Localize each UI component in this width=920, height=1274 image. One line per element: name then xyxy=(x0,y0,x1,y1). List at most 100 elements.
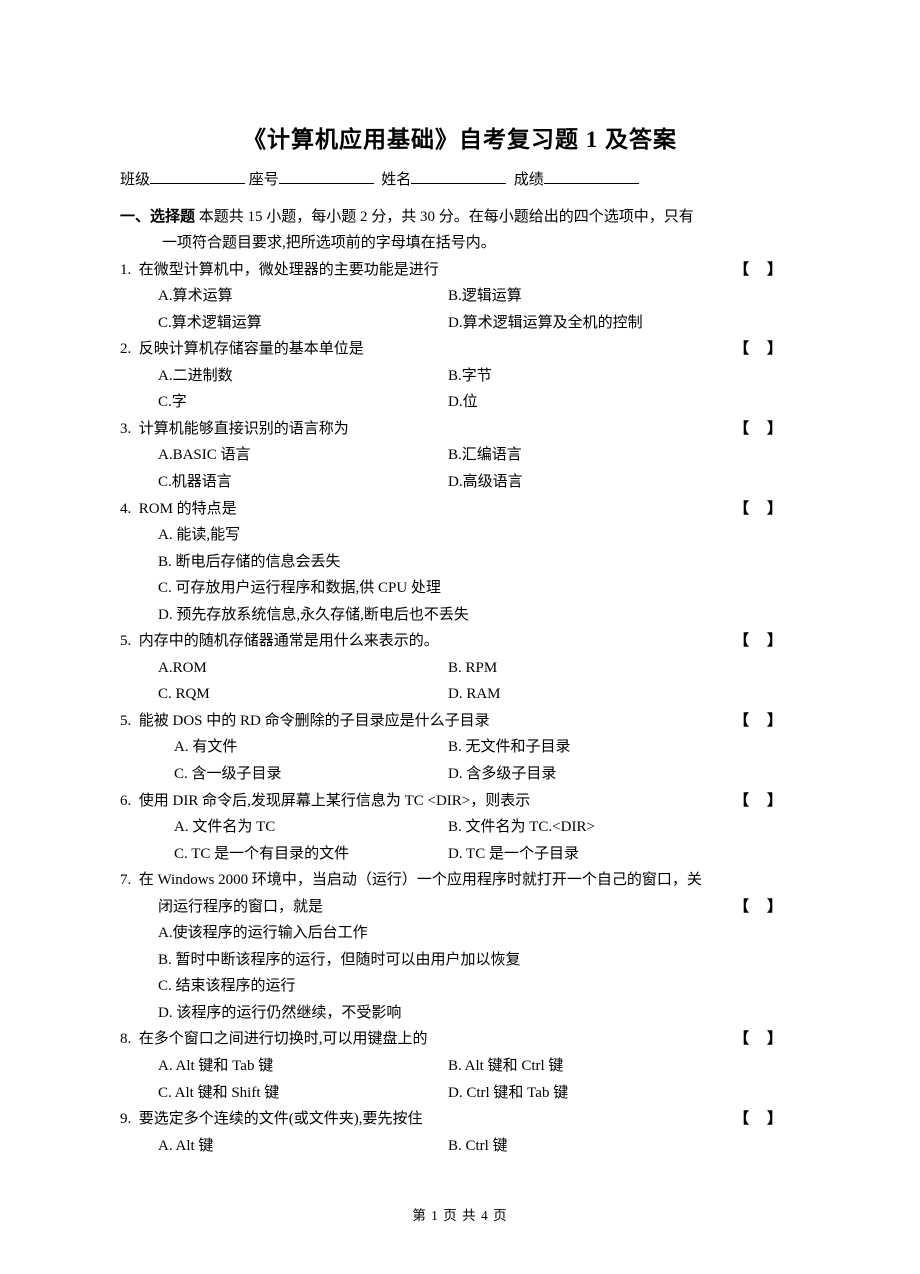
q6-stem: 使用 DIR 命令后,发现屏幕上某行信息为 TC <DIR>，则表示 xyxy=(139,793,531,809)
q6-num: 6. xyxy=(120,793,131,809)
question-7-line2: 闭运行程序的窗口，就是 【】 xyxy=(120,894,800,921)
seat-blank xyxy=(279,168,374,184)
q5-opt-b: B. RPM xyxy=(448,655,497,682)
q5-opt-d: D. RAM xyxy=(448,681,501,708)
q1-opt-c: C.算术逻辑运算 xyxy=(158,310,448,337)
q2-num: 2. xyxy=(120,341,131,357)
q5b-opt-a: A. 有文件 xyxy=(174,734,448,761)
q1-opt-d: D.算术逻辑运算及全机的控制 xyxy=(448,310,643,337)
q7-opt-b: B. 暂时中断该程序的运行，但随时可以由用户加以恢复 xyxy=(120,947,800,974)
q7-opt-a: A.使该程序的运行输入后台工作 xyxy=(120,920,800,947)
answer-bracket: 【】 xyxy=(734,336,800,363)
q3-opt-b: B.汇编语言 xyxy=(448,442,522,469)
q7-opt-c: C. 结束该程序的运行 xyxy=(120,973,800,1000)
answer-bracket: 【】 xyxy=(734,894,800,921)
class-blank xyxy=(150,168,245,184)
q3-num: 3. xyxy=(120,421,131,437)
q7-stem2: 闭运行程序的窗口，就是 xyxy=(158,899,323,915)
page-footer: 第 1 页 共 4 页 xyxy=(0,1204,920,1224)
question-9: 9. 要选定多个连续的文件(或文件夹),要先按住 【】 xyxy=(120,1106,800,1133)
q3-opt-a: A.BASIC 语言 xyxy=(158,442,448,469)
document-page: 《计算机应用基础》自考复习题 1 及答案 班级 座号 姓名 成绩 一、选择题 本… xyxy=(0,0,920,1274)
answer-bracket: 【】 xyxy=(734,1026,800,1053)
q3-stem: 计算机能够直接识别的语言称为 xyxy=(139,421,349,437)
q4-num: 4. xyxy=(120,501,131,517)
q1-opt-b: B.逻辑运算 xyxy=(448,283,522,310)
q3-opt-c: C.机器语言 xyxy=(158,469,448,496)
answer-bracket: 【】 xyxy=(734,708,800,735)
q9-stem: 要选定多个连续的文件(或文件夹),要先按住 xyxy=(139,1111,423,1127)
q6-opts-ab: A. 文件名为 TC B. 文件名为 TC.<DIR> xyxy=(120,814,800,841)
q4-opt-d: D. 预先存放系统信息,永久存储,断电后也不丢失 xyxy=(120,602,800,629)
answer-bracket: 【】 xyxy=(734,788,800,815)
score-label: 成绩 xyxy=(514,172,544,188)
q5-opt-c: C. RQM xyxy=(158,681,448,708)
q6-opt-c: C. TC 是一个有目录的文件 xyxy=(174,841,448,868)
q5b-opt-d: D. 含多级子目录 xyxy=(448,761,556,788)
q5-opt-a: A.ROM xyxy=(158,655,448,682)
q5-stem: 内存中的随机存储器通常是用什么来表示的。 xyxy=(139,633,439,649)
question-7-line1: 7. 在 Windows 2000 环境中，当启动（运行）一个应用程序时就打开一… xyxy=(120,867,800,894)
q1-opts-ab: A.算术运算 B.逻辑运算 xyxy=(120,283,800,310)
q8-opt-b: B. Alt 键和 Ctrl 键 xyxy=(448,1053,563,1080)
q7-opt-d: D. 该程序的运行仍然继续，不受影响 xyxy=(120,1000,800,1027)
question-2: 2. 反映计算机存储容量的基本单位是 【】 xyxy=(120,336,800,363)
section-desc1: 本题共 15 小题，每小题 2 分，共 30 分。在每小题给出的四个选项中，只有 xyxy=(195,209,694,225)
q4-opt-a: A. 能读,能写 xyxy=(120,522,800,549)
score-blank xyxy=(544,168,639,184)
q2-opt-d: D.位 xyxy=(448,389,478,416)
q2-opt-c: C.字 xyxy=(158,389,448,416)
q9-num: 9. xyxy=(120,1111,131,1127)
document-title: 《计算机应用基础》自考复习题 1 及答案 xyxy=(120,120,800,154)
q5-opts-cd: C. RQM D. RAM xyxy=(120,681,800,708)
q2-opts-cd: C.字 D.位 xyxy=(120,389,800,416)
q2-opt-a: A.二进制数 xyxy=(158,363,448,390)
q9-opt-a: A. Alt 键 xyxy=(158,1133,448,1160)
answer-bracket: 【】 xyxy=(734,628,800,655)
question-3: 3. 计算机能够直接识别的语言称为 【】 xyxy=(120,416,800,443)
q6-opt-b: B. 文件名为 TC.<DIR> xyxy=(448,814,595,841)
question-5: 5. 内存中的随机存储器通常是用什么来表示的。 【】 xyxy=(120,628,800,655)
q2-stem: 反映计算机存储容量的基本单位是 xyxy=(139,341,364,357)
q8-opts-ab: A. Alt 键和 Tab 键 B. Alt 键和 Ctrl 键 xyxy=(120,1053,800,1080)
q7-num: 7. xyxy=(120,872,131,888)
question-1: 1. 在微型计算机中，微处理器的主要功能是进行 【】 xyxy=(120,257,800,284)
content-body: 一、选择题 本题共 15 小题，每小题 2 分，共 30 分。在每小题给出的四个… xyxy=(120,204,800,1160)
q5b-opt-b: B. 无文件和子目录 xyxy=(448,734,571,761)
q1-num: 1. xyxy=(120,262,131,278)
section-prefix: 一、 xyxy=(120,209,150,225)
section-label: 选择题 xyxy=(150,209,195,225)
q8-opt-c: C. Alt 键和 Shift 键 xyxy=(158,1080,448,1107)
q1-opts-cd: C.算术逻辑运算 D.算术逻辑运算及全机的控制 xyxy=(120,310,800,337)
q6-opts-cd: C. TC 是一个有目录的文件 D. TC 是一个子目录 xyxy=(120,841,800,868)
question-6: 6. 使用 DIR 命令后,发现屏幕上某行信息为 TC <DIR>，则表示 【】 xyxy=(120,788,800,815)
q2-opt-b: B.字节 xyxy=(448,363,492,390)
answer-bracket: 【】 xyxy=(734,257,800,284)
q3-opts-ab: A.BASIC 语言 B.汇编语言 xyxy=(120,442,800,469)
q5b-opts-ab: A. 有文件 B. 无文件和子目录 xyxy=(120,734,800,761)
q5-opts-ab: A.ROM B. RPM xyxy=(120,655,800,682)
q3-opts-cd: C.机器语言 D.高级语言 xyxy=(120,469,800,496)
question-4: 4. ROM 的特点是 【】 xyxy=(120,496,800,523)
section-heading-line1: 一、选择题 本题共 15 小题，每小题 2 分，共 30 分。在每小题给出的四个… xyxy=(120,204,800,231)
answer-bracket: 【】 xyxy=(734,416,800,443)
q6-opt-d: D. TC 是一个子目录 xyxy=(448,841,579,868)
seat-label: 座号 xyxy=(249,172,279,188)
q5b-num: 5. xyxy=(120,713,131,729)
q1-opt-a: A.算术运算 xyxy=(158,283,448,310)
q5b-opts-cd: C. 含一级子目录 D. 含多级子目录 xyxy=(120,761,800,788)
answer-bracket: 【】 xyxy=(734,1106,800,1133)
q8-opts-cd: C. Alt 键和 Shift 键 D. Ctrl 键和 Tab 键 xyxy=(120,1080,800,1107)
name-label: 姓名 xyxy=(381,172,411,188)
q8-stem: 在多个窗口之间进行切换时,可以用键盘上的 xyxy=(139,1031,428,1047)
q7-stem1: 在 Windows 2000 环境中，当启动（运行）一个应用程序时就打开一个自己… xyxy=(139,872,702,888)
q3-opt-d: D.高级语言 xyxy=(448,469,523,496)
section-heading-line2: 一项符合题目要求,把所选项前的字母填在括号内。 xyxy=(120,230,800,257)
q5b-opt-c: C. 含一级子目录 xyxy=(174,761,448,788)
q2-opts-ab: A.二进制数 B.字节 xyxy=(120,363,800,390)
q5-num: 5. xyxy=(120,633,131,649)
q4-stem: ROM 的特点是 xyxy=(139,501,237,517)
student-info-row: 班级 座号 姓名 成绩 xyxy=(120,168,800,194)
answer-bracket: 【】 xyxy=(734,496,800,523)
q9-opts-ab: A. Alt 键 B. Ctrl 键 xyxy=(120,1133,800,1160)
